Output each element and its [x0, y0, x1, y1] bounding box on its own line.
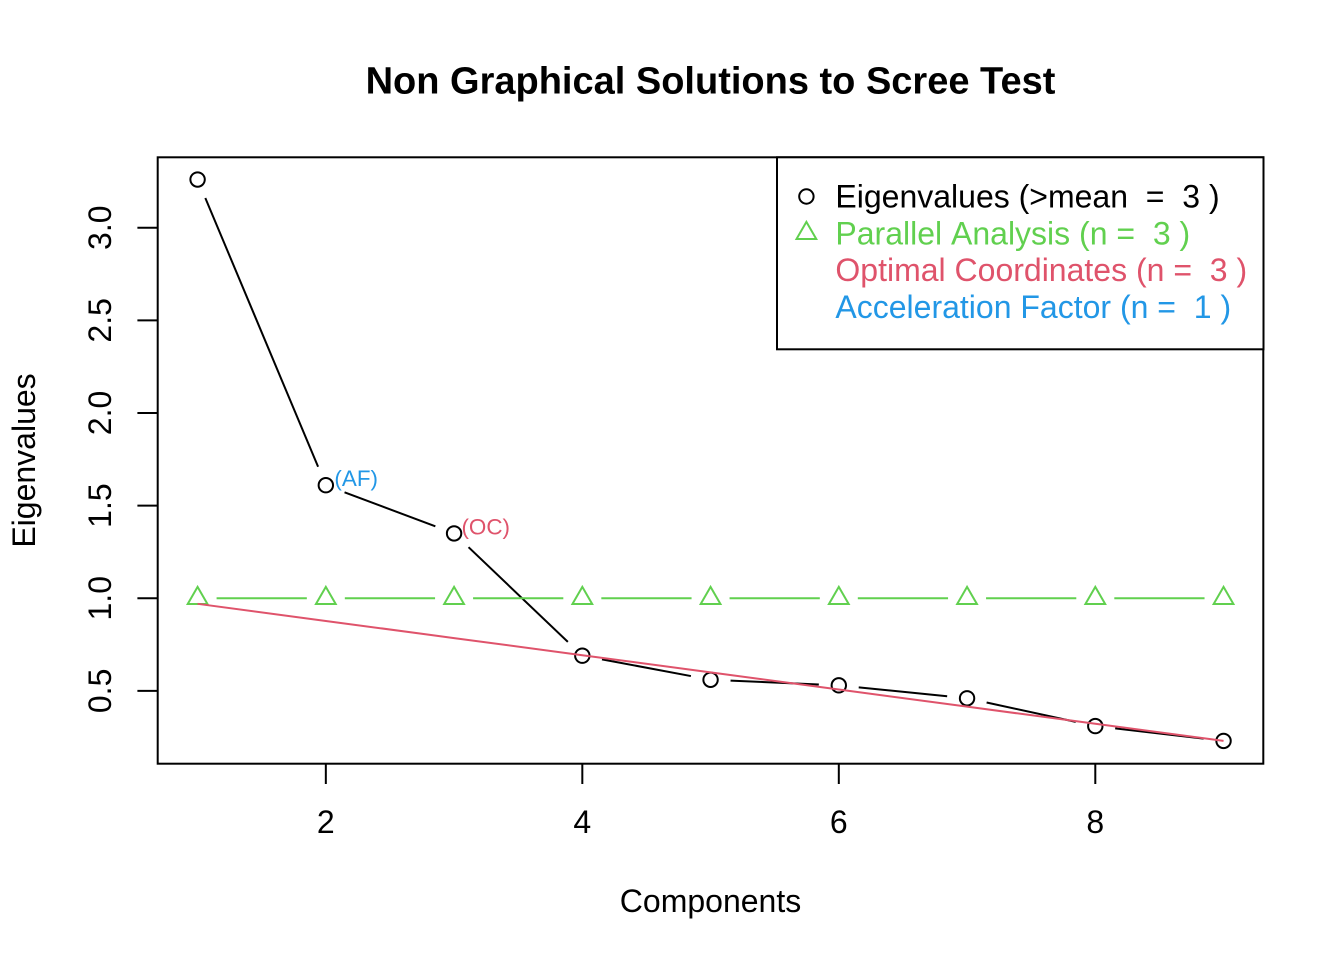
legend-marker-0: [798, 188, 815, 205]
legend-label-3: Acceleration Factor (n = 1 ): [835, 289, 1231, 325]
parallel-analysis-point: [1211, 584, 1236, 605]
series-optimal-coordinates: [197, 602, 1224, 742]
y-axis-label: Eigenvalues: [6, 373, 42, 547]
eigenvalues-segment: [344, 491, 436, 528]
parallel-analysis-point: [1083, 584, 1107, 605]
eigenvalues-segment: [601, 658, 692, 678]
plot-border: [156, 156, 1265, 765]
parallel-analysis-point: [442, 584, 466, 605]
eigenvalues-point: [189, 171, 206, 188]
legend-label-2: Optimal Coordinates (n = 3 ): [835, 252, 1247, 288]
eigenvalues-point: [702, 671, 719, 688]
annotation-af: (AF): [334, 466, 378, 491]
eigenvalues-segment: [858, 686, 948, 698]
y-tick-label: 2.0: [82, 391, 118, 435]
eigenvalues-point: [830, 677, 848, 694]
eigenvalues-point: [1087, 717, 1104, 735]
annotation-oc: (OC): [461, 514, 510, 539]
parallel-analysis-point: [185, 584, 210, 605]
parallel-analysis-point: [314, 584, 338, 605]
parallel-analysis-point: [570, 584, 594, 605]
series-eigenvalues: [189, 171, 1232, 750]
legend-box: [776, 156, 1265, 351]
annotation-layer: (AF) (OC): [334, 466, 510, 539]
eigenvalues-point: [317, 477, 335, 494]
x-tick-label: 2: [317, 804, 335, 840]
legend: Eigenvalues (>mean = 3 )Parallel Analysi…: [776, 156, 1265, 351]
eigenvalues-segment: [730, 679, 819, 686]
parallel-analysis-point: [827, 584, 851, 605]
parallel-analysis-point: [698, 584, 723, 605]
y-tick-label: 1.5: [82, 483, 118, 527]
y-tick-label: 3.0: [82, 205, 118, 249]
y-axis: 0.5 1.0 1.5 2.0 2.5 3.0: [82, 205, 158, 713]
eigenvalues-point: [958, 690, 976, 707]
legend-marker-1: [794, 219, 819, 240]
series-parallel-analysis: [185, 584, 1236, 605]
series-layer: [185, 171, 1236, 750]
x-axis-label: Components: [620, 883, 801, 919]
eigenvalues-segment: [204, 197, 320, 468]
x-tick-label: 4: [573, 804, 591, 840]
chart-title: Non Graphical Solutions to Scree Test: [366, 61, 1056, 103]
legend-label-1: Parallel Analysis (n = 3 ): [835, 215, 1190, 251]
y-tick-label: 0.5: [82, 669, 118, 713]
y-tick-label: 1.0: [82, 576, 118, 620]
optimal-coordinates-line: [197, 602, 1224, 742]
eigenvalues-point: [445, 525, 463, 542]
y-tick-label: 2.5: [82, 298, 118, 342]
legend-label-0: Eigenvalues (>mean = 3 ): [835, 179, 1219, 215]
x-tick-label: 6: [830, 804, 848, 840]
x-tick-label: 8: [1086, 804, 1104, 840]
parallel-analysis-point: [955, 584, 979, 605]
eigenvalues-segment: [467, 546, 569, 643]
x-axis: 2 4 6 8: [317, 763, 1104, 840]
